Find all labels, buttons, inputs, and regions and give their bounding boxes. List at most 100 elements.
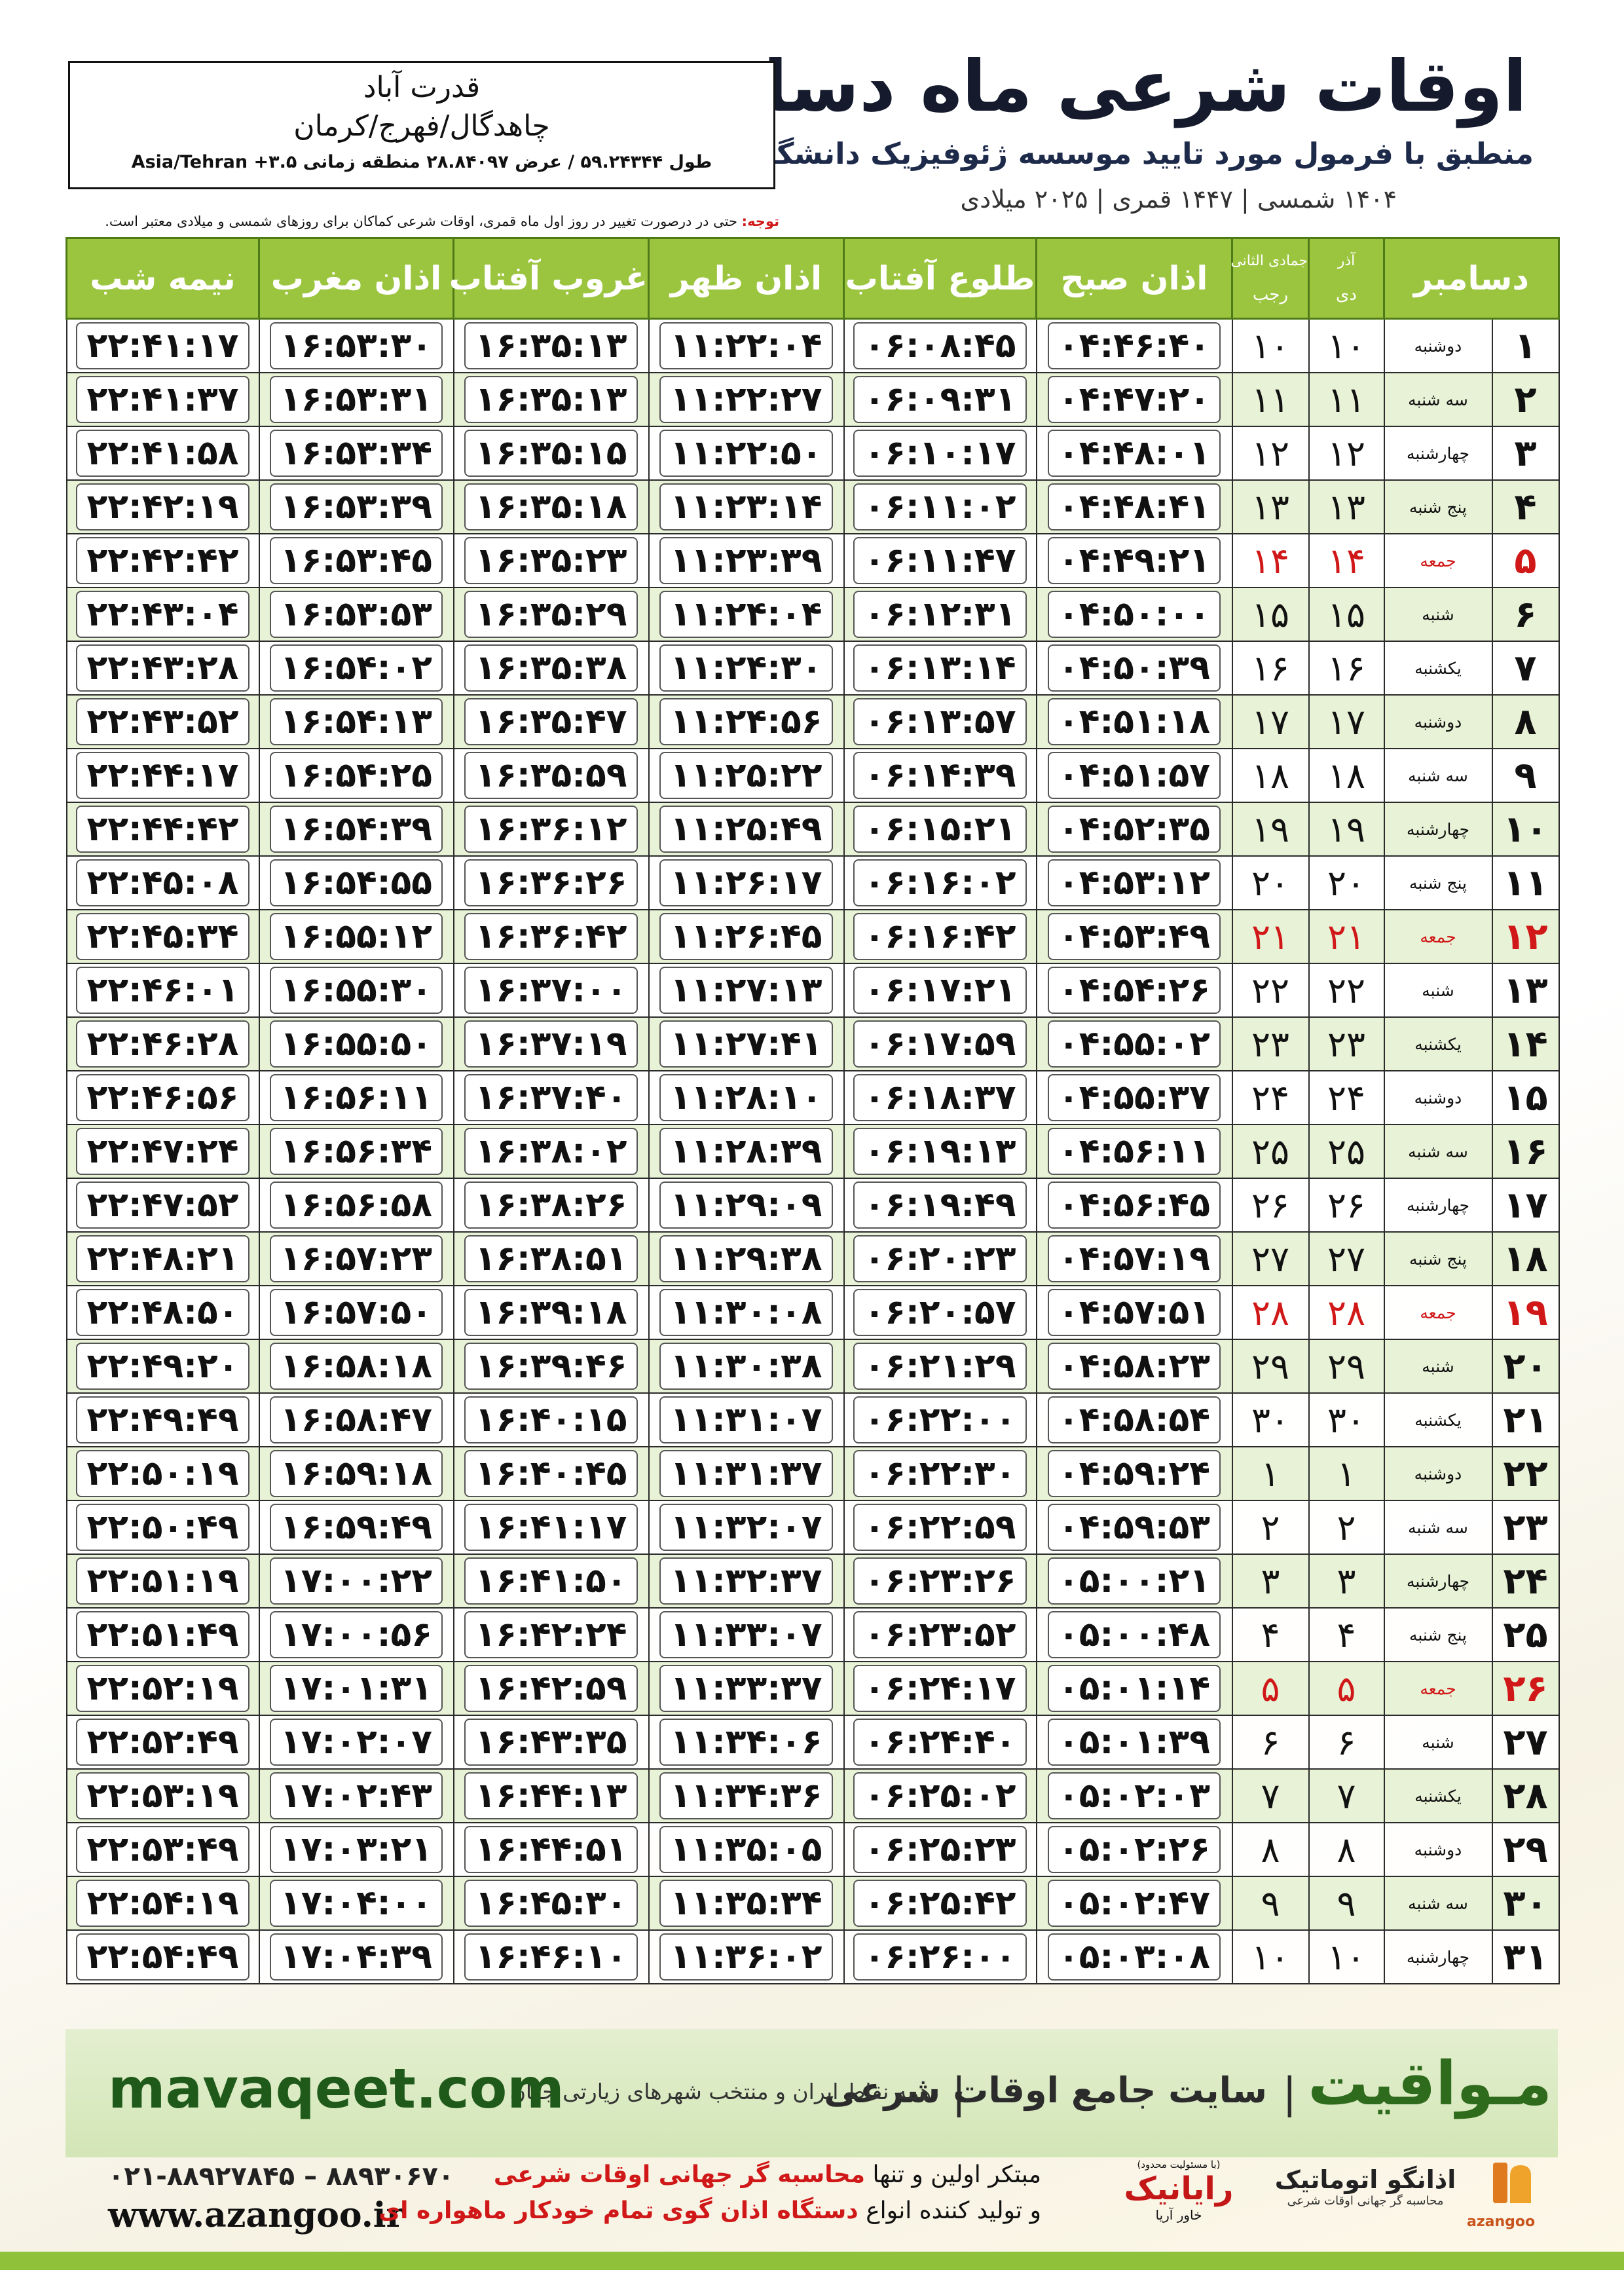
time: ۰۶:۱۷:۵۹ [853,1020,1027,1068]
row: ۵ جمعه ۱۴ ۱۴ ۰۴:۴۹:۲۱ ۰۶:۱۱:۴۷ ۱۱:۲۳:۳۹ ۱۶:۳۵:۲… [65,533,1560,588]
time: ۰۴:۵۵:۳۷ [1047,1074,1221,1121]
cell: ۲۲:۴۲:۴۲ [65,533,260,588]
time: ۲۲:۵۰:۱۹ [76,1450,249,1497]
cell: ۰۴:۵۳:۴۹ [1035,909,1233,964]
time: ۰۶:۱۱:۰۲ [853,483,1027,530]
time: ۱۱:۲۲:۵۰ [659,430,833,477]
cell: ۱۹ [1308,802,1385,857]
row: ۲۴ چهارشنبه ۳ ۳ ۰۵:۰۰:۲۱ ۰۶:۲۳:۲۶ ۱۱:۳۲:۳۷ ۱۶:۴… [65,1554,1560,1609]
time: ۰۶:۱۷:۲۱ [853,967,1027,1014]
cell: ۰۶:۲۰:۵۷ [843,1285,1037,1340]
time: ۱۶:۵۶:۳۴ [269,1128,443,1175]
time: ۲۲:۵۰:۴۹ [76,1504,249,1551]
note-text: حتی در درصورت تغییر در روز اول ماه قمری،… [105,214,737,229]
cell: ۱۶:۳۷:۱۹ [452,1016,650,1071]
cell: ۰۶:۱۵:۲۱ [843,802,1037,857]
cell: ۲۴ [1231,1070,1310,1125]
cell: ۲۴ [1491,1554,1560,1609]
cell: ۱۲ [1308,426,1385,481]
time: ۰۴:۴۷:۲۰ [1047,376,1221,423]
cell: ۱۶:۵۵:۱۲ [258,909,454,964]
tagline-text: و تولید کننده انواع [866,2197,1041,2224]
time: ۰۶:۲۴:۴۰ [853,1719,1027,1766]
cell: ۱۱:۲۴:۰۴ [648,587,845,642]
time: ۲۲:۴۹:۲۰ [76,1343,249,1390]
cell: ۰۶:۰۸:۴۵ [843,318,1037,373]
logo-icon [1493,2163,1531,2203]
cell: ۱۱:۳۱:۰۷ [648,1392,845,1447]
cell: ۲۵ [1491,1607,1560,1662]
time: ۱۶:۵۶:۱۱ [269,1074,443,1121]
cell: ۱۶:۳۵:۱۵ [452,426,650,481]
time: ۰۶:۲۵:۰۲ [853,1772,1027,1819]
time: ۱۶:۵۹:۱۸ [269,1450,443,1497]
logo-en: azangoo [1467,2214,1536,2230]
row: ۴ پنج شنبه ۱۳ ۱۳ ۰۴:۴۸:۴۱ ۰۶:۱۱:۰۲ ۱۱:۲۳:۱۴ ۱۶:… [65,479,1560,534]
cell: ۰۶:۲۲:۰۰ [843,1392,1037,1447]
cell: ۱۶:۴۲:۲۴ [452,1607,650,1662]
cell: ۱۱:۲۶:۱۷ [648,855,845,910]
time: ۰۶:۲۳:۲۶ [853,1557,1027,1605]
cell: ۰۴:۵۴:۲۶ [1035,963,1233,1018]
time: ۰۵:۰۲:۲۶ [1047,1826,1221,1873]
row: ۲۱ یکشنبه ۳۰ ۳۰ ۰۴:۵۸:۵۴ ۰۶:۲۲:۰۰ ۱۱:۳۱:۰۷ ۱۶:۴… [65,1392,1560,1447]
time: ۱۶:۳۶:۲۶ [464,859,638,906]
cell: ۲۸ [1308,1285,1385,1340]
time: ۱۱:۲۷:۴۱ [659,1020,833,1068]
row: ۲۶ جمعه ۵ ۵ ۰۵:۰۱:۱۴ ۰۶:۲۴:۱۷ ۱۱:۳۳:۳۷ ۱۶:۴۲:۵۹… [65,1661,1560,1716]
tagline-highlight: دستگاه اذان گوی تمام خودکار ماهواره ای [378,2197,858,2224]
cell: ۱۱ [1231,372,1310,427]
time: ۱۱:۲۴:۵۶ [659,698,833,745]
cell: ۱۶:۳۹:۱۸ [452,1285,650,1340]
cell: ۲۳ [1308,1016,1385,1071]
cell: ۰۵:۰۲:۰۳ [1035,1768,1233,1823]
cell: پنج شنبه [1383,855,1493,910]
time: ۰۶:۲۵:۲۳ [853,1826,1027,1873]
time: ۰۶:۱۵:۲۱ [853,806,1027,853]
column-label: دی [1336,284,1357,305]
cell: ۱۱:۳۴:۰۶ [648,1715,845,1770]
time: ۰۶:۲۲:۵۹ [853,1504,1027,1551]
cell: ۸ [1308,1822,1385,1877]
time: ۱۶:۵۶:۵۸ [269,1182,443,1229]
time: ۰۶:۲۱:۲۹ [853,1343,1027,1390]
row: ۲۷ شنبه ۶ ۶ ۰۵:۰۱:۳۹ ۰۶:۲۴:۴۰ ۱۱:۳۴:۰۶ ۱۶:۴۳:۳۵… [65,1715,1560,1770]
row: ۳۱ چهارشنبه ۱۰ ۱۰ ۰۵:۰۳:۰۸ ۰۶:۲۶:۰۰ ۱۱:۳۶:۰۲ ۱۶… [65,1929,1560,1984]
time: ۱۶:۳۷:۴۰ [464,1074,638,1121]
cell: ۰۶:۱۳:۵۷ [843,694,1037,749]
cell: ۱۶:۳۸:۲۶ [452,1178,650,1233]
time: ۱۶:۵۵:۳۰ [269,967,443,1014]
cell: ۱۱:۲۶:۴۵ [648,909,845,964]
row: ۱۳ شنبه ۲۲ ۲۲ ۰۴:۵۴:۲۶ ۰۶:۱۷:۲۱ ۱۱:۲۷:۱۳ ۱۶:۳۷:… [65,963,1560,1018]
cell: ۱۷:۰۰:۵۶ [258,1607,454,1662]
cell: ۲۲:۴۵:۳۴ [65,909,260,964]
cell: ۱۵ [1308,587,1385,642]
cell: ۱۴ [1308,533,1385,588]
time: ۱۶:۵۳:۵۳ [269,591,443,638]
cell: ۱۱:۳۲:۰۷ [648,1500,845,1555]
cell: ۱۰ [1308,318,1385,373]
time: ۲۲:۴۷:۲۴ [76,1128,249,1175]
cell: ۰۴:۵۹:۵۳ [1035,1500,1233,1555]
cell: پنج شنبه [1383,1607,1493,1662]
time: ۱۶:۳۷:۰۰ [464,967,638,1014]
time: ۰۶:۰۸:۴۵ [853,322,1027,369]
cell: یکشنبه [1383,1768,1493,1823]
time: ۲۲:۴۲:۱۹ [76,483,249,530]
cell: ۱۶:۵۳:۵۳ [258,587,454,642]
cell: ۰۴:۵۲:۳۵ [1035,802,1233,857]
cell: ۰۶:۱۸:۳۷ [843,1070,1037,1125]
time: ۱۱:۲۲:۲۷ [659,376,833,423]
time: ۱۱:۲۳:۳۹ [659,537,833,584]
cell: ۱۷:۰۴:۰۰ [258,1876,454,1931]
cell: ۱۶:۵۴:۳۹ [258,802,454,857]
row: ۲ سه شنبه ۱۱ ۱۱ ۰۴:۴۷:۲۰ ۰۶:۰۹:۳۱ ۱۱:۲۲:۲۷ ۱۶:۳… [65,372,1560,427]
cell: ۱۱:۳۰:۰۸ [648,1285,845,1340]
cell: ۲۲ [1308,963,1385,1018]
time: ۱۱:۲۸:۳۹ [659,1128,833,1175]
time: ۱۱:۳۵:۳۴ [659,1880,833,1927]
cell: ۲۲:۴۶:۲۸ [65,1016,260,1071]
subtitle: منطبق با فرمول مورد تایید موسسه ژئوفیزیک… [654,136,1534,171]
cell: ۰۶:۱۲:۳۱ [843,587,1037,642]
